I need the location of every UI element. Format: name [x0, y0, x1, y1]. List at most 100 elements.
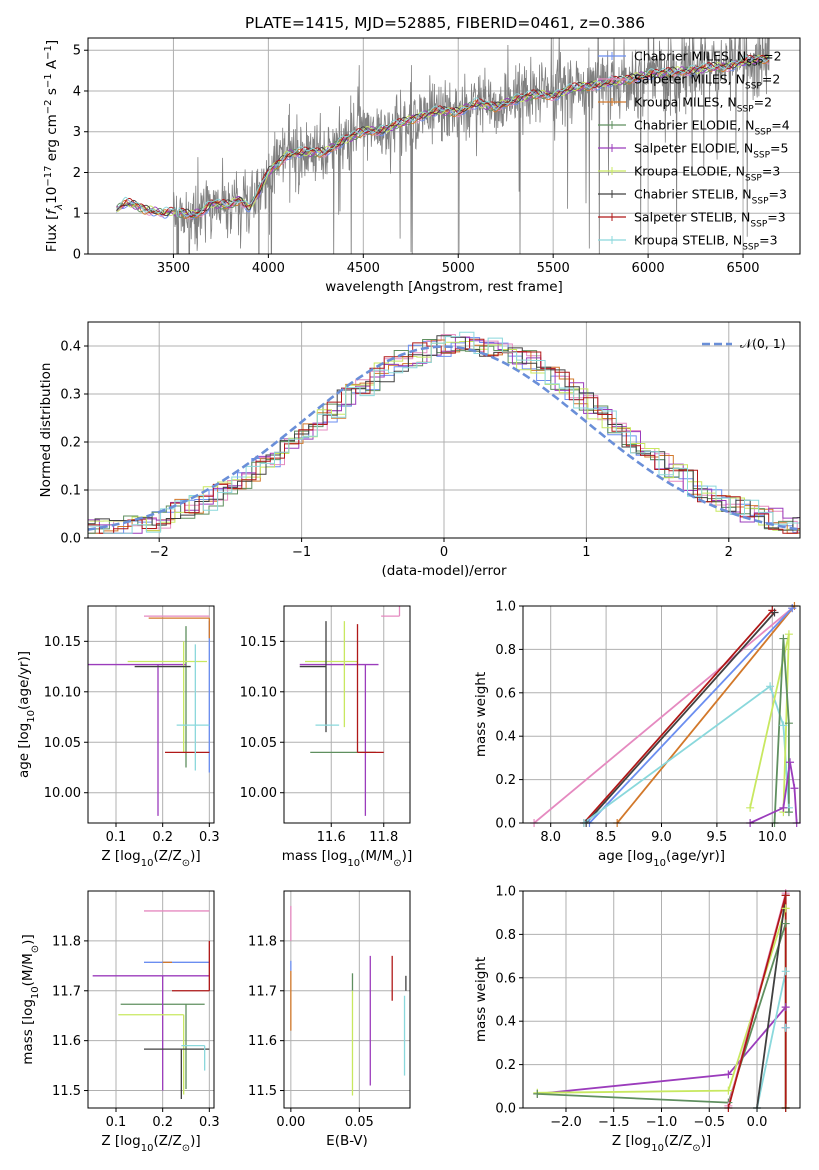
- x-tick-label: 5500: [537, 261, 570, 276]
- weight-marker: [781, 919, 790, 928]
- x-tick-label: −2: [150, 545, 169, 560]
- weight-line: [583, 684, 790, 823]
- y-tick-label: 11.7: [248, 984, 277, 999]
- grid: [88, 891, 214, 1108]
- legend-entry: Chabrier ELODIE, NSSP=4: [634, 118, 790, 138]
- y-tick-label: 10.15: [240, 635, 277, 650]
- y-tick-label: 11.5: [52, 1084, 81, 1099]
- weight-marker: [786, 758, 795, 767]
- weight-marker: [784, 808, 793, 817]
- x-tick-label: 5000: [442, 261, 475, 276]
- weight-marker: [779, 721, 788, 730]
- spectrum-panel: 3500 4000 4500 5000 5500 6000 6500 0 1 2 3 4 5 wavele…: [43, 37, 801, 295]
- weight-marker: [790, 784, 799, 793]
- y-tick-label: 0.4: [60, 340, 81, 355]
- x-tick-label: 0.1: [106, 1115, 127, 1130]
- x-tick-label: 0.05: [345, 1115, 374, 1130]
- axes-frame: [283, 605, 411, 824]
- x-tick-label: 9.5: [707, 830, 728, 845]
- y-axis-label: Normed distribution: [38, 363, 54, 498]
- weight-marker: [781, 904, 790, 913]
- weight-marker: [781, 1023, 790, 1032]
- y-tick-label: 0.0: [495, 817, 516, 832]
- weight-marker: [766, 682, 775, 691]
- weight-marker: [781, 1003, 790, 1012]
- legend-entry: Salpeter STELIB, NSSP=3: [634, 210, 786, 230]
- plot-area: [533, 606, 798, 823]
- x-axis-label: Z [log10(Z/Z⊙)]: [612, 1133, 711, 1154]
- y-tick-label: 0.2: [495, 1058, 516, 1073]
- y-tick-label: 0.0: [495, 1102, 516, 1117]
- x-tick-label: −0.5: [693, 1115, 725, 1130]
- y-tick-label: 2: [73, 166, 81, 181]
- plot-area: [290, 905, 407, 1096]
- x-axis-label: E(B-V): [326, 1133, 368, 1149]
- x-tick-label: 11.8: [369, 830, 398, 845]
- y-axis-label: mass weight: [473, 672, 489, 757]
- age-vs-z-panel: 0.1 0.2 0.3 10.00 10.05 10.10 10.15 Z [log10(Z/…: [16, 605, 220, 869]
- y-tick-label: 0: [73, 248, 81, 263]
- y-tick-label: 11.6: [248, 1034, 277, 1049]
- x-tick-label: 11.6: [317, 830, 346, 845]
- y-tick-label: 0.3: [60, 388, 81, 403]
- y-axis-label: mass [log10(M/M⊙)]: [20, 934, 41, 1064]
- legend-entry: Salpeter MILES, NSSP=2: [634, 72, 780, 92]
- x-tick-label: 10.0: [758, 830, 787, 845]
- x-tick-label: 9.0: [651, 830, 672, 845]
- histogram-step-line: [89, 339, 800, 534]
- y-tick-label: 11.6: [52, 1034, 81, 1049]
- x-tick-label: −1.0: [646, 1115, 678, 1130]
- plot-area: [299, 606, 401, 816]
- weight-line: [583, 609, 773, 823]
- weight-line: [588, 607, 793, 823]
- weight-marker: [784, 719, 793, 728]
- grid: [523, 605, 800, 824]
- x-tick-label: 3500: [157, 261, 190, 276]
- weight-marker: [779, 634, 788, 643]
- legend-entry: Chabrier MILES, NSSP=2: [634, 49, 782, 69]
- weight-marker: [746, 803, 755, 812]
- mass-vs-ebv-panel: 0.00 0.05 11.5 11.6 11.7 11.8 E(B-V): [248, 890, 411, 1149]
- x-tick-label: 8.5: [596, 830, 617, 845]
- model-spectrum-line: [116, 57, 770, 220]
- grid: [284, 606, 410, 823]
- x-axis-label: wavelength [Angstrom, rest frame]: [325, 279, 563, 295]
- y-tick-label: 0.4: [495, 1015, 516, 1030]
- weight-marker: [724, 1070, 733, 1079]
- y-tick-label: 0.4: [495, 730, 516, 745]
- weight-marker: [724, 1086, 733, 1095]
- histogram-step-line: [88, 339, 800, 534]
- x-tick-label: 1: [582, 545, 590, 560]
- x-tick-label: 0: [440, 545, 448, 560]
- x-tick-label: 0.00: [276, 1115, 305, 1130]
- histogram-step-line: [88, 337, 800, 534]
- weight-marker: [784, 630, 793, 639]
- weight-marker: [781, 967, 790, 976]
- x-tick-label: 4000: [252, 261, 285, 276]
- y-tick-label: 11.5: [248, 1084, 277, 1099]
- axes-frame: [87, 605, 215, 824]
- y-tick-label: 0.1: [60, 484, 81, 499]
- x-axis-label: age [log10(age/yr)]: [598, 848, 725, 869]
- plot-area: [92, 910, 210, 1100]
- y-tick-label: 10.15: [44, 635, 81, 650]
- histogram-step-line: [88, 338, 800, 534]
- legend-entry: Kroupa MILES, NSSP=2: [634, 95, 772, 115]
- x-tick-label: −2.0: [550, 1115, 582, 1130]
- model-spectrum-line: [116, 54, 770, 217]
- x-tick-label: 8.0: [540, 830, 561, 845]
- weight-line: [585, 611, 776, 823]
- y-tick-label: 11.7: [52, 984, 81, 999]
- x-axis-label: Z [log10(Z/Z⊙)]: [101, 848, 200, 869]
- y-tick-label: 0.0: [60, 532, 81, 547]
- model-spectrum-line: [116, 54, 770, 217]
- mass-vs-z-panel: 0.1 0.2 0.3 11.5 11.6 11.7 11.8 Z [log10(Z/Z⊙)]…: [20, 890, 220, 1154]
- x-tick-label: 6500: [726, 261, 759, 276]
- weights-vs-z-panel: −2.0 −1.5 −1.0 −0.5 0.0 0.0 0.2 0.4 0.6 0.8 1.0 Z […: [473, 885, 801, 1154]
- x-axis-label: (data-model)/error: [381, 563, 507, 579]
- y-tick-label: 0.8: [495, 643, 516, 658]
- age-vs-mass-panel: 11.6 11.8 10.00 10.05 10.10 10.15 mass [log10(…: [240, 605, 412, 869]
- axes-frame: [283, 890, 411, 1109]
- plot-area: [88, 615, 210, 816]
